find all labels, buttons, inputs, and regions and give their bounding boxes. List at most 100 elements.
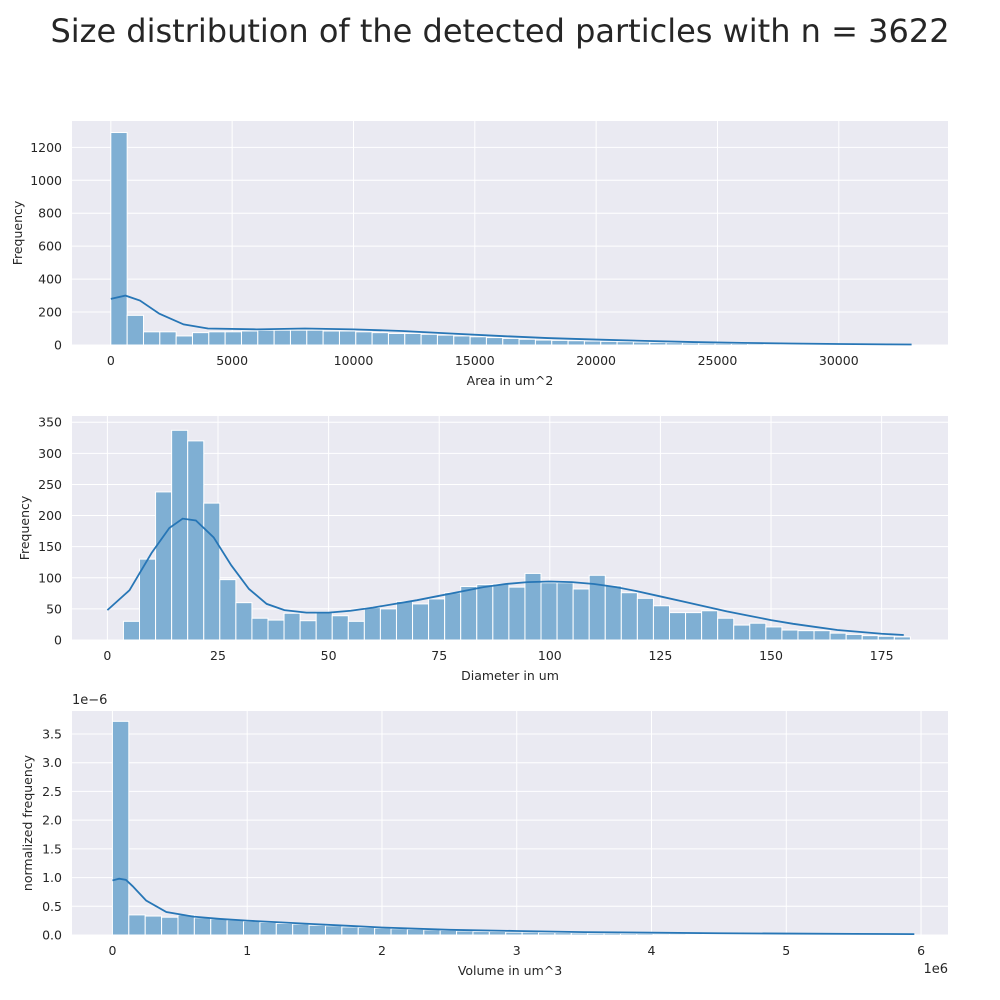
- volume-histogram-bar: [111, 720, 130, 936]
- diameter-histogram-bar: [620, 592, 638, 641]
- diameter-histogram-bar: [668, 612, 687, 641]
- area-x-tick-label: 20000: [576, 353, 616, 368]
- diameter-y-tick-label: 250: [38, 477, 62, 492]
- area-y-tick-label: 200: [38, 305, 62, 320]
- volume-histogram-bar: [734, 933, 753, 936]
- volume-histogram-bar: [538, 932, 556, 936]
- area-histogram-bar: [551, 339, 569, 346]
- volume-y-axis-label: normalized frequency: [20, 754, 35, 891]
- volume-histogram-bar: [619, 933, 638, 936]
- area-histogram-bar: [665, 342, 683, 346]
- area-plot-background: [72, 121, 948, 345]
- diameter-histogram-bar: [765, 626, 783, 641]
- volume-histogram-bar: [357, 927, 376, 936]
- diameter-x-tick-label: 50: [321, 648, 337, 663]
- diameter-y-tick-label: 100: [38, 570, 62, 585]
- area-histogram-bar: [420, 333, 438, 346]
- area-x-tick-label: 5000: [216, 353, 248, 368]
- volume-histogram-bar: [210, 918, 228, 936]
- diameter-histogram-bar: [428, 598, 446, 641]
- volume-y-offset-label: 1e−6: [72, 693, 107, 708]
- diameter-histogram-bar: [122, 620, 141, 641]
- diameter-x-axis-label: Diameter in um: [461, 668, 559, 683]
- diameter-y-tick-label: 300: [38, 446, 62, 461]
- diameter-histogram-panel: 0 50 100 150 200 250 300 350 0 25 50 75 100 125 150 175…: [17, 415, 948, 683]
- volume-histogram-bar: [488, 931, 507, 936]
- volume-histogram-bar: [669, 933, 687, 936]
- area-histogram-bar: [502, 337, 520, 346]
- volume-x-tick-label: 5: [782, 943, 790, 958]
- area-histogram-bar: [175, 335, 193, 346]
- volume-x-tick-label: 1: [243, 943, 251, 958]
- volume-y-tick-label: 3.0: [42, 755, 62, 770]
- diameter-y-tick-label: 150: [38, 539, 62, 554]
- area-histogram-bar: [289, 329, 308, 346]
- diameter-histogram-bar: [187, 440, 205, 641]
- area-histogram-bar: [469, 336, 487, 346]
- volume-x-tick-label: 2: [378, 943, 386, 958]
- diameter-histogram-bar: [203, 502, 221, 641]
- diameter-histogram-bar: [395, 600, 414, 641]
- volume-y-tick-label: 0.5: [42, 899, 62, 914]
- volume-histogram-bar: [390, 928, 408, 936]
- area-histogram-bar: [355, 331, 373, 346]
- area-kde-line: [110, 294, 912, 346]
- volume-histogram-bar: [243, 920, 261, 936]
- area-histogram-bar: [485, 337, 504, 346]
- area-histogram-bar: [404, 332, 422, 346]
- diameter-histogram-bar: [139, 558, 157, 641]
- volume-histogram-bar: [275, 923, 294, 936]
- diameter-histogram-bar: [476, 584, 494, 641]
- diameter-histogram-bar: [155, 491, 173, 641]
- area-y-tick-label: 0: [54, 338, 62, 353]
- volume-histogram-bar: [701, 933, 720, 936]
- volume-histogram-bar: [259, 921, 277, 936]
- diameter-histogram-bar: [235, 602, 253, 641]
- diameter-histogram-bar: [845, 633, 863, 641]
- area-histogram-bar: [453, 335, 471, 346]
- diameter-histogram-bar: [460, 585, 478, 641]
- area-histogram-bar: [142, 331, 161, 346]
- volume-histogram-bar: [685, 933, 703, 936]
- area-x-tick-label: 30000: [819, 353, 859, 368]
- diameter-histogram-bar: [685, 612, 703, 641]
- area-histogram-bar: [567, 340, 585, 346]
- area-y-tick-label: 600: [38, 239, 62, 254]
- area-histogram-bar: [518, 338, 536, 346]
- diameter-histogram-bar: [171, 429, 189, 641]
- area-histogram-bar: [191, 332, 210, 346]
- area-histogram-panel: 0 200 400 600 800 1000 1200 0 5000 10000 15000 2000…: [10, 121, 948, 388]
- volume-histogram-bar: [603, 932, 621, 936]
- area-histogram-bar: [208, 331, 226, 346]
- volume-histogram-bar: [406, 928, 425, 936]
- area-histogram-bar: [371, 332, 389, 346]
- diameter-y-tick-label: 350: [38, 415, 62, 430]
- volume-histogram-bar: [456, 930, 474, 936]
- area-y-axis-label: Frequency: [10, 200, 25, 265]
- diameter-histogram-bar: [299, 620, 317, 641]
- diameter-x-tick-label: 150: [759, 648, 783, 663]
- diameter-histogram-bar: [877, 635, 895, 641]
- volume-histogram-bar: [292, 923, 310, 936]
- diameter-histogram-bar: [524, 572, 542, 641]
- area-histogram-bar: [338, 330, 357, 346]
- volume-histogram-bar: [161, 916, 179, 936]
- area-histogram-bar: [159, 331, 177, 346]
- diameter-histogram-bar: [283, 612, 301, 641]
- volume-x-tick-label: 0: [108, 943, 116, 958]
- area-x-tick-label: 0: [107, 353, 115, 368]
- volume-histogram-bar: [308, 924, 326, 936]
- area-y-tick-label: 1200: [30, 140, 62, 155]
- area-histogram-bar: [583, 340, 602, 346]
- volume-histogram-bar: [374, 927, 392, 936]
- diameter-histogram-bar: [315, 611, 333, 641]
- diameter-histogram-bar: [492, 583, 510, 641]
- diameter-histogram-bar: [347, 620, 365, 641]
- diameter-y-tick-label: 200: [38, 508, 62, 523]
- area-x-axis-label: Area in um^2: [467, 373, 554, 388]
- diameter-histogram-bar: [572, 588, 590, 641]
- area-histogram-bar: [649, 341, 667, 346]
- area-histogram-bar: [632, 341, 651, 346]
- volume-kde-line: [112, 877, 915, 936]
